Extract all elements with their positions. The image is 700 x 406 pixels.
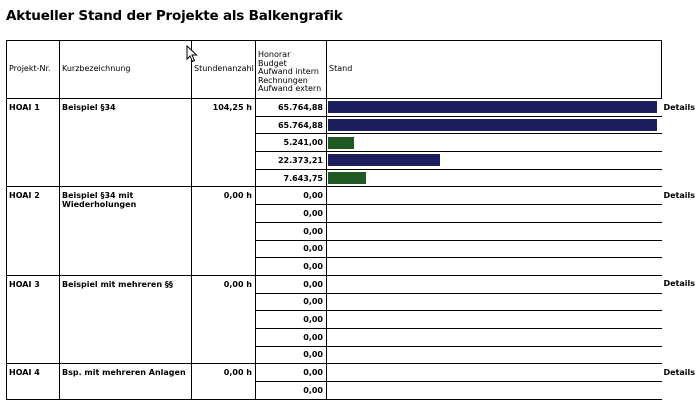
- project-row: HOAI 1 Beispiel §34 104,25 h 65.764,88: [6, 97, 662, 188]
- header-line: Rechnungen: [258, 75, 308, 85]
- amount-cell: 0,00: [255, 327, 327, 347]
- project-hours-cell: 0,00 h: [191, 186, 256, 276]
- amount-cell: 5.241,00: [255, 133, 327, 153]
- project-subrow: 0,00: [7, 381, 662, 400]
- project-subrow: 0,00: [7, 204, 662, 223]
- amount-cell: 22.373,21: [255, 151, 327, 170]
- column-header-money: Honorar Budget Aufwand intern Rechnungen…: [255, 40, 327, 99]
- project-name-cell: Bsp. mit mehreren Anlagen: [59, 363, 192, 400]
- column-header-project: Projekt-Nr.: [6, 40, 60, 99]
- table-header-row: Projekt-Nr. Kurzbezeichnung Stundenanzah…: [6, 40, 662, 99]
- mouse-cursor-icon: [186, 45, 198, 63]
- status-bar: [328, 136, 354, 149]
- status-bar-cell: [326, 310, 662, 329]
- column-header-status: Stand: [326, 40, 662, 99]
- details-link[interactable]: Details: [663, 190, 695, 200]
- status-bar-cell: [326, 292, 662, 312]
- project-id-cell: HOAI 1: [6, 97, 60, 188]
- amount-cell: 0,00: [255, 257, 327, 276]
- header-line: Aufwand extern: [258, 84, 322, 94]
- project-row: HOAI 4 Bsp. mit mehreren Anlagen 0,00 h 0,0…: [6, 363, 662, 400]
- status-bar-cell: [326, 186, 662, 206]
- amount-cell: 0,00: [255, 239, 327, 259]
- amount-cell: 7.643,75: [255, 168, 327, 188]
- amount-cell: 0,00: [255, 221, 327, 241]
- status-bar-cell: [326, 204, 662, 223]
- details-link[interactable]: Details: [663, 279, 695, 289]
- details-link[interactable]: Details: [663, 102, 695, 112]
- details-link[interactable]: Details: [663, 367, 695, 377]
- status-bar: [328, 154, 440, 167]
- status-bar-cell: [326, 151, 662, 170]
- project-hours-cell: 0,00 h: [191, 363, 256, 400]
- status-bar: [328, 101, 657, 114]
- status-bar-cell: [326, 363, 662, 382]
- page-title: Aktueller Stand der Projekte als Balkeng…: [6, 8, 343, 24]
- project-row: HOAI 2 Beispiel §34 mit Wiederholungen 0,0…: [6, 186, 662, 276]
- project-name-cell: Beispiel mit mehreren §§: [59, 274, 192, 365]
- status-bar-cell: [326, 274, 662, 294]
- amount-cell: 0,00: [255, 186, 327, 206]
- status-bar-cell: [326, 168, 662, 188]
- project-id-cell: HOAI 4: [6, 363, 60, 400]
- status-bar-cell: [326, 133, 662, 153]
- amount-cell: 0,00: [255, 345, 327, 365]
- status-bar-cell: [326, 239, 662, 259]
- status-bar-cell: [326, 115, 662, 135]
- project-id-cell: HOAI 2: [6, 186, 60, 276]
- project-hours-cell: 104,25 h: [191, 97, 256, 188]
- amount-cell: 0,00: [255, 310, 327, 329]
- amount-cell: 0,00: [255, 363, 327, 382]
- project-row: HOAI 3 Beispiel mit mehreren §§ 0,00 h 0,00: [6, 274, 662, 365]
- amount-cell: 0,00: [255, 274, 327, 294]
- column-header-description: Kurzbezeichnung: [59, 40, 192, 99]
- status-bar-cell: [326, 98, 662, 117]
- status-bar: [328, 119, 657, 132]
- project-hours-cell: 0,00 h: [191, 274, 256, 365]
- project-name-cell: Beispiel §34: [59, 97, 192, 188]
- project-id-cell: HOAI 3: [6, 274, 60, 365]
- status-bar-cell: [326, 257, 662, 276]
- status-bar-cell: [326, 221, 662, 241]
- header-line: Budget: [258, 58, 287, 68]
- project-subrow: 0,00: [7, 310, 662, 329]
- project-status-table: Projekt-Nr. Kurzbezeichnung Stundenanzah…: [6, 40, 662, 400]
- project-name-cell: Beispiel §34 mit Wiederholungen: [59, 186, 192, 276]
- column-header-hours: Stundenanzahl: [191, 40, 256, 99]
- project-subrow: 7.643,75: [7, 168, 662, 188]
- project-subrow: 0,00: [7, 327, 662, 347]
- status-bar-cell: [326, 381, 662, 400]
- amount-cell: 0,00: [255, 204, 327, 223]
- header-line: Aufwand intern: [258, 67, 319, 77]
- amount-cell: 65.764,88: [255, 98, 327, 117]
- amount-cell: 0,00: [255, 292, 327, 312]
- amount-cell: 65.764,88: [255, 115, 327, 135]
- status-bar-cell: [326, 327, 662, 347]
- status-bar-cell: [326, 345, 662, 365]
- status-bar: [328, 172, 366, 185]
- amount-cell: 0,00: [255, 381, 327, 400]
- header-line: Honorar: [258, 50, 291, 60]
